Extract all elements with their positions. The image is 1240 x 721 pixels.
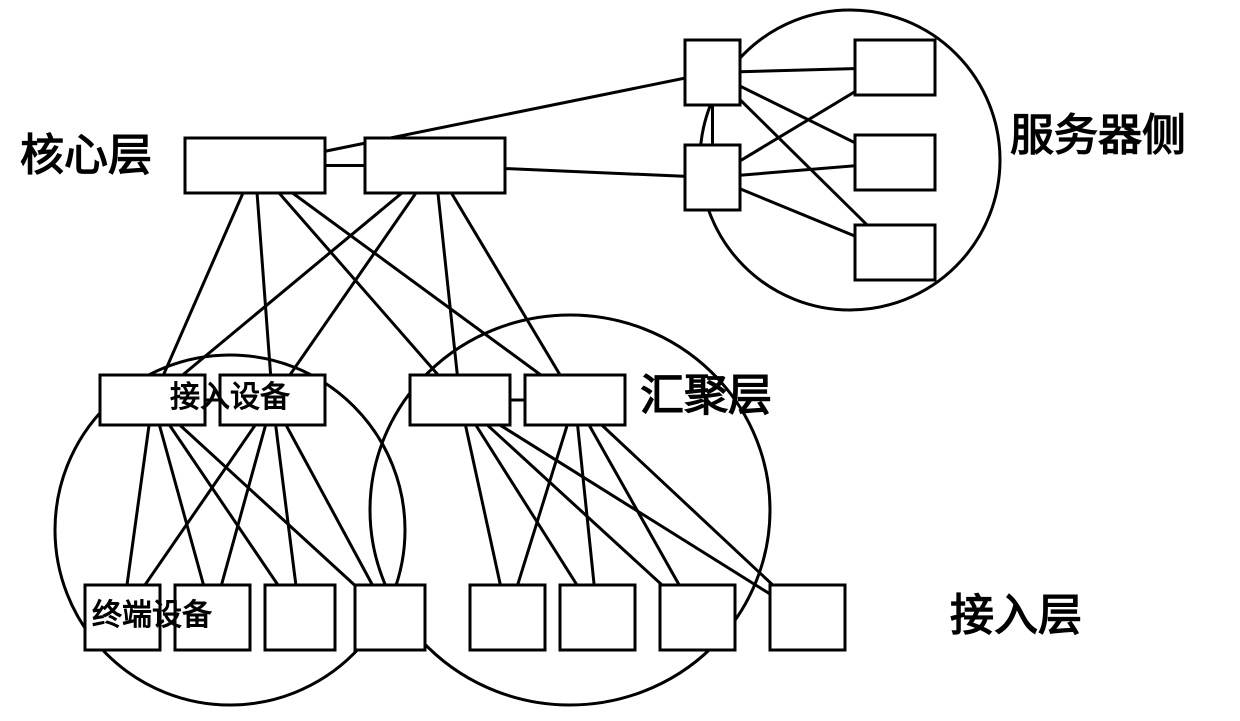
- edge-core1-agg4: [255, 166, 575, 401]
- node-acc6: [560, 585, 635, 650]
- nodes-layer: [85, 40, 935, 650]
- label-terminal: 终端设备: [92, 598, 213, 632]
- edge-core2-agg2: [273, 166, 436, 401]
- node-acc7: [660, 585, 735, 650]
- label-access: 接入层: [950, 591, 1082, 640]
- node-srv1: [855, 40, 935, 95]
- node-acc8: [770, 585, 845, 650]
- node-acc3: [265, 585, 335, 650]
- node-srv3: [855, 225, 935, 280]
- node-sw2: [685, 145, 740, 210]
- node-agg3: [410, 375, 510, 425]
- node-srv2: [855, 135, 935, 190]
- node-acc4: [355, 585, 425, 650]
- node-agg4: [525, 375, 625, 425]
- edge-core2-agg1: [153, 166, 436, 401]
- group-ring-server_group: [700, 10, 1000, 310]
- label-core: 核心层: [20, 131, 152, 180]
- network-diagram: 核心层 服务器侧汇聚层接入层 接入设备终端设备: [0, 0, 1240, 721]
- node-acc5: [470, 585, 545, 650]
- node-core2: [365, 138, 505, 193]
- label-access_node: 接入设备: [170, 380, 291, 414]
- label-server: 服务器侧: [1010, 111, 1186, 160]
- node-core1: [185, 138, 325, 193]
- edge-core1-agg2: [255, 166, 273, 401]
- node-sw1: [685, 40, 740, 105]
- label-agg: 汇聚层: [640, 371, 772, 420]
